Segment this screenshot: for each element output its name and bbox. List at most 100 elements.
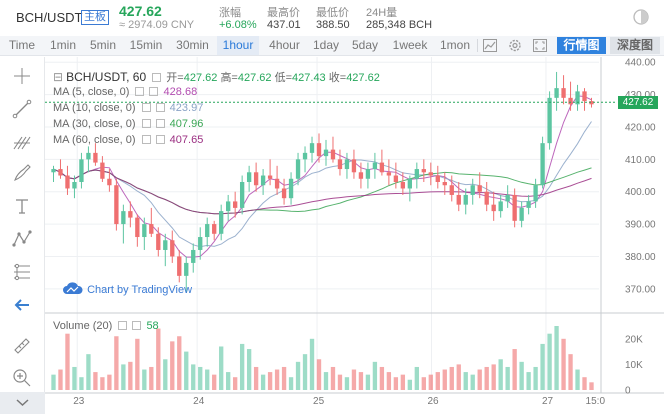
volume-bar xyxy=(337,374,343,390)
close-value: 427.62 xyxy=(346,72,380,84)
close-icon[interactable] xyxy=(132,321,142,330)
volume-bar xyxy=(519,361,524,390)
indicators-icon[interactable] xyxy=(482,38,498,53)
candle-body xyxy=(568,97,573,105)
volume-bar xyxy=(365,374,371,390)
candle-body xyxy=(470,185,475,195)
volume-bar xyxy=(491,364,496,390)
candle-body xyxy=(505,194,510,202)
volume-bar xyxy=(463,372,468,390)
volume-bar xyxy=(435,372,440,390)
moving-average-lines xyxy=(53,95,592,258)
volume-bar xyxy=(191,364,196,390)
close-icon[interactable] xyxy=(149,87,159,96)
ruler-icon[interactable] xyxy=(10,334,34,358)
ma-label: MA (30, close, 0) xyxy=(53,118,136,130)
tradingview-watermark[interactable]: Chart by TradingView xyxy=(62,282,192,296)
tab-1min[interactable]: 1min xyxy=(49,38,76,52)
visibility-toggle-icon[interactable] xyxy=(118,321,128,330)
visibility-toggle-icon[interactable] xyxy=(141,135,151,144)
visibility-toggle-icon[interactable] xyxy=(141,119,151,128)
chart-settings-icon[interactable] xyxy=(507,38,523,53)
tab-1week[interactable]: 1week xyxy=(392,38,428,52)
cloud-icon xyxy=(63,282,83,294)
volume-series xyxy=(51,326,594,390)
visibility-toggle-icon[interactable] xyxy=(152,73,162,82)
candle-body xyxy=(435,175,440,182)
volume-bar xyxy=(86,354,91,390)
candle-body xyxy=(170,240,175,257)
volume-bar xyxy=(184,351,189,390)
volume-bar xyxy=(121,364,126,390)
candle-body xyxy=(400,182,406,189)
candle-body xyxy=(212,224,217,234)
close-icon[interactable] xyxy=(155,103,165,112)
tab-1hour[interactable]: 1hour xyxy=(217,36,259,55)
fullscreen-icon[interactable] xyxy=(532,38,548,53)
board-badge: 主板 xyxy=(81,10,109,25)
volume-bar xyxy=(239,343,245,390)
candle-body xyxy=(302,152,308,160)
candle-body xyxy=(540,143,545,186)
candle-body xyxy=(142,224,147,238)
volume-bar xyxy=(309,338,315,390)
volume-bar xyxy=(351,369,357,390)
volume-bar xyxy=(393,377,399,390)
volume-bar xyxy=(407,379,413,390)
tab-5day[interactable]: 5day xyxy=(351,38,379,52)
price-chart[interactable]: 370.00 380.00 390.00 400.00 410.00 420.00 430.… xyxy=(45,57,664,414)
pattern-tool-icon[interactable] xyxy=(10,227,34,251)
candle-body xyxy=(554,88,559,98)
kline-chart-button[interactable]: 行情图 xyxy=(557,37,606,54)
candle-body xyxy=(386,172,392,176)
collapse-legend-icon[interactable]: ⊟ xyxy=(53,70,64,84)
x-tick-label: 24 xyxy=(193,396,205,407)
tab-time[interactable]: Time xyxy=(8,38,36,52)
candle-body xyxy=(107,178,112,186)
tab-4hour[interactable]: 4hour xyxy=(269,38,300,52)
tab-1mon[interactable]: 1mon xyxy=(439,38,471,52)
volume-bar xyxy=(323,372,329,390)
volume-bar xyxy=(253,366,259,390)
ma-legend-row: MA (60, close, 0) 407.65 xyxy=(53,134,203,146)
y-tick-label: 370.00 xyxy=(625,284,656,295)
trading-pair[interactable]: BCH/USDT xyxy=(16,10,83,25)
candle-body xyxy=(589,101,594,105)
volume-label: Volume (20) xyxy=(53,320,113,332)
back-arrow-icon[interactable] xyxy=(10,293,34,317)
theme-toggle-icon[interactable] xyxy=(632,8,650,26)
collapse-toolbar-button[interactable] xyxy=(0,392,45,414)
projection-tool-icon[interactable] xyxy=(10,260,34,284)
volume-tick-label: 10K xyxy=(625,360,643,371)
volume-tick-label: 20K xyxy=(625,334,643,345)
depth-chart-button[interactable]: 深度图 xyxy=(610,37,660,54)
visibility-toggle-icon[interactable] xyxy=(135,87,145,96)
tab-5min[interactable]: 5min xyxy=(89,38,116,52)
tab-30min[interactable]: 30min xyxy=(176,38,209,52)
close-icon[interactable] xyxy=(155,135,165,144)
brush-icon[interactable] xyxy=(10,161,34,185)
high-label: 高= xyxy=(220,72,238,84)
pitchfork-icon[interactable] xyxy=(10,129,34,153)
open-value: 427.62 xyxy=(183,72,218,84)
tab-15min[interactable]: 15min xyxy=(129,38,163,52)
zoom-in-icon[interactable] xyxy=(10,366,34,390)
candle-body xyxy=(463,194,468,205)
tab-1day[interactable]: 1day xyxy=(312,38,340,52)
high-price-label: 最高价 xyxy=(267,7,300,19)
candle-body xyxy=(100,162,105,179)
volume-bar xyxy=(79,377,84,390)
volume-bar xyxy=(65,333,70,390)
candle-body xyxy=(51,169,56,173)
volume-bar xyxy=(428,374,433,390)
crosshair-icon[interactable] xyxy=(10,64,34,88)
candle-body xyxy=(253,172,259,186)
visibility-toggle-icon[interactable] xyxy=(141,103,151,112)
ticker-header: BCH/USDT 主板 427.62 ≈ 2974.09 CNY 涨幅 +6.0… xyxy=(0,0,664,36)
close-icon[interactable] xyxy=(155,119,165,128)
trend-line-icon[interactable] xyxy=(10,97,34,121)
candle-body xyxy=(330,149,336,160)
volume-tick-label: 0 xyxy=(625,386,631,397)
text-tool-icon[interactable] xyxy=(10,194,34,218)
candle-body xyxy=(526,201,531,208)
